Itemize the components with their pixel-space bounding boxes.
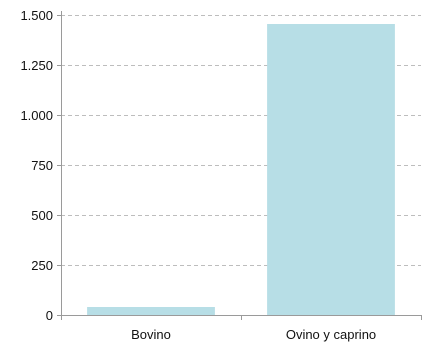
y-tick-label-250: 250 <box>31 258 53 273</box>
y-tick-label-1250: 1.250 <box>20 58 53 73</box>
x-tick-labels: Bovino Ovino y caprino <box>131 327 376 342</box>
bars <box>87 24 395 315</box>
y-tick-label-0: 0 <box>46 308 53 323</box>
x-tick-label-ovino-y-caprino: Ovino y caprino <box>286 327 376 342</box>
y-tick-label-500: 500 <box>31 208 53 223</box>
y-tick-label-1500: 1.500 <box>20 8 53 23</box>
y-tick-labels: 0 250 500 750 1.000 1.250 1.500 <box>20 8 53 323</box>
bar-bovino <box>87 307 215 315</box>
bar-ovino-y-caprino <box>267 24 395 315</box>
axes <box>57 11 422 320</box>
x-tick-label-bovino: Bovino <box>131 327 171 342</box>
y-tick-label-1000: 1.000 <box>20 108 53 123</box>
y-tick-label-750: 750 <box>31 158 53 173</box>
gridlines <box>61 15 421 266</box>
